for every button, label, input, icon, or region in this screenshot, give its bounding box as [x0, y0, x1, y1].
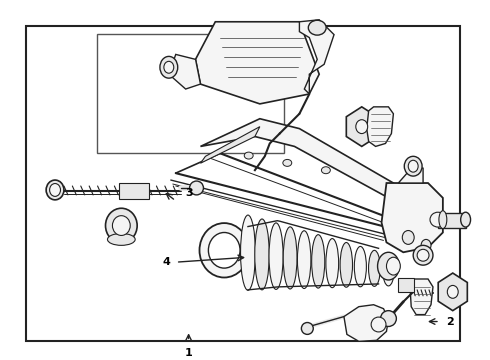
Polygon shape: [410, 279, 433, 315]
Ellipse shape: [371, 317, 386, 332]
Polygon shape: [344, 305, 389, 341]
Ellipse shape: [387, 257, 400, 275]
Polygon shape: [438, 273, 467, 311]
Ellipse shape: [46, 180, 64, 200]
Polygon shape: [438, 213, 466, 228]
Ellipse shape: [381, 311, 396, 327]
Ellipse shape: [340, 243, 352, 287]
Polygon shape: [120, 183, 149, 199]
Ellipse shape: [413, 246, 433, 265]
Ellipse shape: [244, 152, 253, 159]
Ellipse shape: [164, 61, 174, 73]
Ellipse shape: [383, 254, 394, 286]
Polygon shape: [367, 107, 393, 147]
Polygon shape: [299, 20, 334, 94]
Ellipse shape: [408, 160, 418, 172]
Ellipse shape: [297, 231, 311, 288]
Polygon shape: [382, 183, 443, 252]
Polygon shape: [346, 107, 377, 147]
Polygon shape: [200, 127, 260, 163]
Ellipse shape: [417, 249, 429, 261]
Polygon shape: [398, 166, 423, 183]
Ellipse shape: [378, 252, 399, 280]
Ellipse shape: [356, 120, 368, 134]
Ellipse shape: [208, 233, 240, 268]
Ellipse shape: [241, 215, 255, 290]
Ellipse shape: [439, 211, 447, 229]
Ellipse shape: [321, 167, 330, 174]
Ellipse shape: [190, 181, 203, 195]
Bar: [26, 26, 460, 341]
Polygon shape: [169, 54, 200, 89]
Ellipse shape: [301, 323, 313, 334]
Polygon shape: [200, 119, 393, 198]
Ellipse shape: [112, 216, 130, 235]
Ellipse shape: [269, 223, 283, 289]
Ellipse shape: [107, 234, 135, 246]
Ellipse shape: [404, 156, 422, 176]
Ellipse shape: [312, 235, 325, 288]
Ellipse shape: [255, 219, 270, 290]
Text: 1: 1: [185, 348, 193, 358]
Ellipse shape: [283, 227, 297, 289]
Ellipse shape: [160, 57, 178, 78]
Text: 2: 2: [446, 316, 454, 327]
Polygon shape: [196, 22, 319, 104]
Ellipse shape: [368, 250, 380, 286]
Ellipse shape: [421, 239, 431, 251]
Polygon shape: [398, 278, 414, 292]
Ellipse shape: [199, 223, 249, 278]
Ellipse shape: [402, 230, 414, 244]
Ellipse shape: [461, 212, 470, 227]
Text: 4: 4: [163, 257, 171, 267]
Ellipse shape: [49, 184, 60, 197]
Ellipse shape: [354, 247, 367, 287]
Ellipse shape: [326, 239, 339, 288]
Text: 3: 3: [186, 188, 193, 198]
Ellipse shape: [283, 159, 292, 166]
Ellipse shape: [430, 212, 446, 227]
Bar: [97, 34, 284, 153]
Ellipse shape: [447, 285, 458, 298]
Ellipse shape: [105, 208, 137, 243]
Ellipse shape: [308, 20, 326, 35]
